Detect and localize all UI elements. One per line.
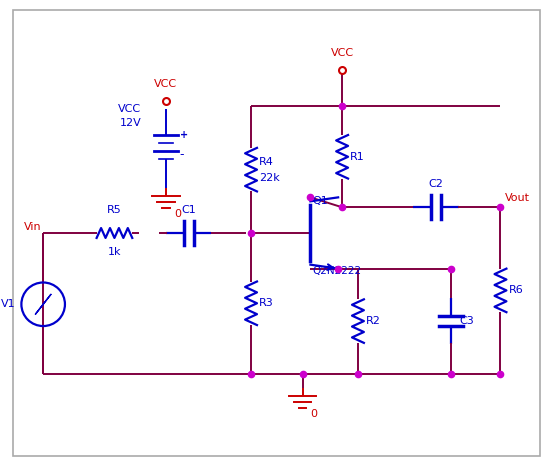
Text: +: + bbox=[180, 130, 188, 140]
Text: VCC: VCC bbox=[330, 48, 353, 58]
Text: 1k: 1k bbox=[108, 247, 121, 257]
Text: C2: C2 bbox=[429, 179, 443, 190]
Text: VCC: VCC bbox=[118, 104, 141, 114]
Text: R3: R3 bbox=[259, 298, 273, 308]
Text: VCC: VCC bbox=[155, 80, 178, 89]
Text: R4: R4 bbox=[259, 157, 274, 167]
Text: Q2N2222: Q2N2222 bbox=[312, 266, 362, 275]
Text: R2: R2 bbox=[366, 316, 381, 326]
Text: R1: R1 bbox=[350, 152, 365, 162]
Text: R6: R6 bbox=[509, 285, 523, 295]
Text: Vout: Vout bbox=[505, 193, 529, 203]
Text: Vin: Vin bbox=[24, 222, 41, 232]
Text: 22k: 22k bbox=[259, 172, 279, 183]
Text: 0: 0 bbox=[310, 409, 317, 419]
Text: R5: R5 bbox=[107, 205, 122, 215]
Text: V1: V1 bbox=[1, 299, 15, 309]
Text: -: - bbox=[180, 148, 184, 161]
Text: C3: C3 bbox=[459, 316, 473, 326]
Text: 12V: 12V bbox=[119, 118, 141, 128]
Text: 0: 0 bbox=[174, 209, 181, 219]
Text: Q1: Q1 bbox=[312, 196, 328, 206]
Text: C1: C1 bbox=[181, 205, 196, 215]
